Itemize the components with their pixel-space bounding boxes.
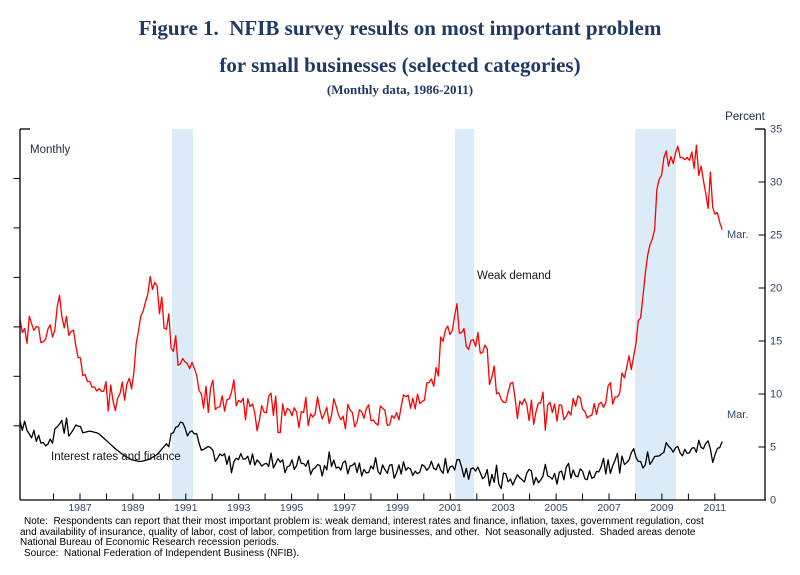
svg-text:2009: 2009: [650, 502, 674, 514]
svg-text:15: 15: [770, 336, 782, 348]
svg-text:1993: 1993: [227, 502, 251, 514]
svg-text:Mar.: Mar.: [727, 229, 748, 241]
svg-text:5: 5: [770, 442, 776, 454]
svg-text:1987: 1987: [68, 502, 92, 514]
svg-text:2011: 2011: [704, 502, 727, 514]
svg-text:10: 10: [770, 389, 782, 401]
svg-text:30: 30: [770, 177, 782, 189]
svg-text:2005: 2005: [544, 502, 568, 514]
svg-text:35: 35: [770, 124, 782, 136]
svg-text:Monthly: Monthly: [30, 144, 71, 156]
svg-text:Percent: Percent: [725, 111, 765, 123]
svg-text:2003: 2003: [492, 502, 516, 514]
svg-text:1999: 1999: [386, 502, 410, 514]
svg-text:1997: 1997: [333, 502, 357, 514]
svg-text:Mar.: Mar.: [727, 409, 748, 421]
svg-text:1995: 1995: [280, 502, 304, 514]
svg-text:Interest rates and finance: Interest rates and finance: [51, 451, 181, 463]
svg-text:25: 25: [770, 230, 782, 242]
svg-text:1989: 1989: [121, 502, 145, 514]
svg-text:Weak demand: Weak demand: [477, 270, 551, 282]
svg-text:2001: 2001: [439, 502, 463, 514]
svg-text:0: 0: [770, 495, 776, 507]
svg-text:20: 20: [770, 283, 782, 295]
svg-text:2007: 2007: [597, 502, 621, 514]
svg-text:1991: 1991: [174, 502, 198, 514]
